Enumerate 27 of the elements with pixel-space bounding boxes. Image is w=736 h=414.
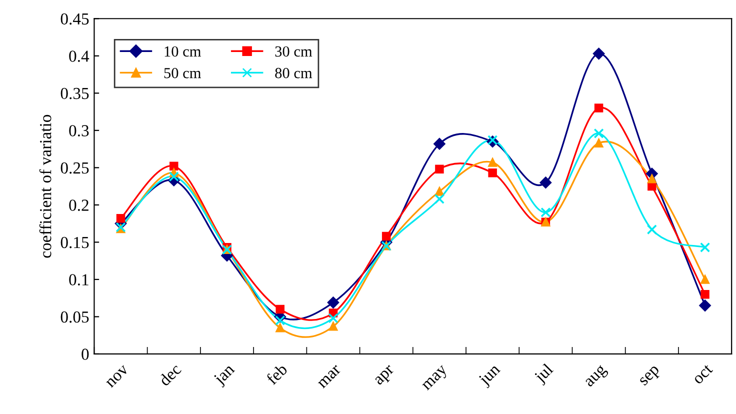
y-tick-label: 0.45 <box>60 13 89 25</box>
x-tick-label: apr <box>374 365 397 388</box>
x-tick-label: may <box>422 364 450 394</box>
y-tick-label: 0.3 <box>69 125 89 136</box>
y-tick-label: 0.15 <box>60 236 89 248</box>
y-tick-label: 0.05 <box>60 311 89 323</box>
y-tick-label: 0.1 <box>69 274 88 286</box>
x-tick-label: jul <box>532 362 556 386</box>
legend-label: 30 cm <box>275 46 312 57</box>
y-tick-label: 0 <box>82 348 89 360</box>
x-tick-label: nov <box>106 364 130 388</box>
x-tick-label: sep <box>639 365 662 388</box>
y-tick-label: 0.25 <box>60 162 89 174</box>
x-tick-label: oct <box>692 364 714 385</box>
x-tick-label: feb <box>265 362 288 386</box>
y-tick-label: 0.4 <box>69 50 90 62</box>
legend-label: 50 cm <box>164 68 202 78</box>
y-tick-label: 0.35 <box>60 88 89 100</box>
x-tick-label: mar <box>318 365 342 389</box>
x-tick-label: jun <box>478 362 504 388</box>
y-axis-title: coefficient of variatio <box>39 114 52 258</box>
legend-label: 10 cm <box>164 46 202 57</box>
legend-label: 80 cm <box>275 68 312 78</box>
x-tick-label: jan <box>212 362 238 388</box>
x-tick-label: aug <box>584 364 610 390</box>
y-tick-label: 0.2 <box>69 200 88 211</box>
x-tick-label: dec <box>158 362 182 387</box>
